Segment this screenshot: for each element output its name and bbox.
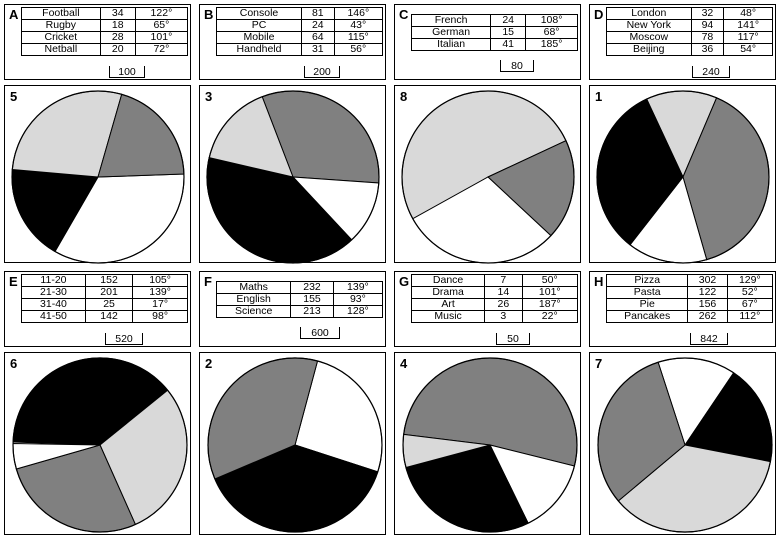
pie-outline <box>207 357 383 533</box>
pie-outline <box>596 90 770 264</box>
table-panel-f: F Maths 232 139° English 155 93° Science 213 1… <box>199 271 386 347</box>
frequency-table: Console 81 146° PC 24 43° Mobile 64 115° Handh… <box>216 7 384 56</box>
table-row: 31-40 25 17° <box>21 298 188 311</box>
table-row: Pie 156 67° <box>605 298 774 311</box>
panel-letter: A <box>9 7 19 22</box>
table-row: 41-50 142 98° <box>21 310 188 323</box>
table-panel-b: B Console 81 146° PC 24 43° Mobile 64 115° Han… <box>199 4 386 80</box>
table-panel-e: E 11-20 152 105° 21-30 201 139° 31-40 25 17° 4… <box>4 271 191 347</box>
table-total: 100 <box>109 66 145 78</box>
pie-outline <box>12 357 188 533</box>
frequency-table: 11-20 152 105° 21-30 201 139° 31-40 25 17° 41-… <box>21 274 188 323</box>
pie-chart <box>207 357 383 533</box>
table-row: Netball 20 72° <box>21 43 189 56</box>
pie-number: 8 <box>400 89 408 104</box>
table-row: Art 26 187° <box>410 298 578 311</box>
pie-chart <box>206 90 380 264</box>
pie-number: 3 <box>205 89 213 104</box>
panel-letter: H <box>594 274 604 289</box>
table-row: Handheld 31 56° <box>216 43 384 56</box>
table-total: 240 <box>692 66 730 78</box>
pie-panel-8: 8 <box>394 85 581 264</box>
pie-chart <box>11 90 185 264</box>
table-row: Beijing 36 54° <box>606 43 773 56</box>
pie-number: 5 <box>10 89 18 104</box>
pie-chart <box>402 357 578 533</box>
panel-letter: B <box>204 7 214 22</box>
table-row: Dance 7 50° <box>410 274 578 287</box>
table-panel-g: G Dance 7 50° Drama 14 101° Art 26 187° Music 3… <box>394 271 581 347</box>
table-row: Mobile 64 115° <box>216 31 384 44</box>
pie-panel-1: 1 <box>589 85 776 264</box>
frequency-table: Pizza 302 129° Pasta 122 52° Pie 156 67° Panca… <box>605 274 774 323</box>
frequency-table: Maths 232 139° English 155 93° Science 213 128… <box>215 281 384 318</box>
pie-number: 6 <box>10 356 18 371</box>
table-row: Pancakes 262 112° <box>605 310 774 323</box>
frequency-table: London 32 48° New York 94 141° Moscow 78 117° … <box>606 7 773 56</box>
table-row: Rugby 18 65° <box>21 19 189 32</box>
pie-panel-6: 6 <box>4 352 191 535</box>
pie-panel-5: 5 <box>4 85 191 264</box>
table-total: 200 <box>304 66 340 78</box>
pie-chart <box>597 357 773 533</box>
table-row: Cricket 28 101° <box>21 31 189 44</box>
table-row: Maths 232 139° <box>215 281 384 294</box>
table-row: Moscow 78 117° <box>606 31 773 44</box>
pie-outline <box>206 90 380 264</box>
pie-number: 1 <box>595 89 603 104</box>
pie-chart <box>12 357 188 533</box>
panel-letter: D <box>594 7 604 22</box>
table-row: Italian 41 185° <box>410 38 578 51</box>
table-row: Pizza 302 129° <box>605 274 774 287</box>
table-total: 520 <box>105 333 143 345</box>
table-row: Drama 14 101° <box>410 286 578 299</box>
table-panel-d: D London 32 48° New York 94 141° Moscow 78 117… <box>589 4 776 80</box>
table-row: French 24 108° <box>410 14 578 27</box>
pie-chart <box>596 90 770 264</box>
table-row: New York 94 141° <box>606 19 773 32</box>
table-row: Pasta 122 52° <box>605 286 774 299</box>
table-total: 80 <box>500 60 534 72</box>
table-total: 50 <box>496 333 530 345</box>
pie-panel-4: 4 <box>394 352 581 535</box>
table-panel-c: C French 24 108° German 15 68° Italian 41 185°… <box>394 4 581 80</box>
table-row: Football 34 122° <box>21 7 189 20</box>
pie-panel-2: 2 <box>199 352 386 535</box>
pie-outline <box>597 357 773 533</box>
table-panel-h: H Pizza 302 129° Pasta 122 52° Pie 156 67° Pan… <box>589 271 776 347</box>
table-row: German 15 68° <box>410 26 578 39</box>
panel-letter: E <box>9 274 18 289</box>
pie-panel-3: 3 <box>199 85 386 264</box>
frequency-table: Dance 7 50° Drama 14 101° Art 26 187° Music 3 22… <box>410 274 578 323</box>
panel-letter: G <box>399 274 410 289</box>
pie-number: 7 <box>595 356 603 371</box>
table-panel-a: A Football 34 122° Rugby 18 65° Cricket 28 101… <box>4 4 191 80</box>
pie-outline <box>401 90 575 264</box>
pie-panel-7: 7 <box>589 352 776 535</box>
panel-letter: C <box>399 7 409 22</box>
table-row: Science 213 128° <box>215 305 384 318</box>
table-row: Music 3 22° <box>410 310 578 323</box>
pie-outline <box>11 90 185 264</box>
pie-number: 4 <box>400 356 408 371</box>
table-total: 842 <box>690 333 728 345</box>
table-row: 21-30 201 139° <box>21 286 188 299</box>
table-row: PC 24 43° <box>216 19 384 32</box>
pie-number: 2 <box>205 356 213 371</box>
panel-letter: F <box>204 274 212 289</box>
table-total: 600 <box>300 327 340 339</box>
frequency-table: French 24 108° German 15 68° Italian 41 185° <box>410 14 578 51</box>
table-row: 11-20 152 105° <box>21 274 188 287</box>
frequency-table: Football 34 122° Rugby 18 65° Cricket 28 101° … <box>21 7 189 56</box>
table-row: London 32 48° <box>606 7 773 20</box>
pie-outline <box>402 357 578 533</box>
table-row: English 155 93° <box>215 293 384 306</box>
pie-chart <box>401 90 575 264</box>
table-row: Console 81 146° <box>216 7 384 20</box>
